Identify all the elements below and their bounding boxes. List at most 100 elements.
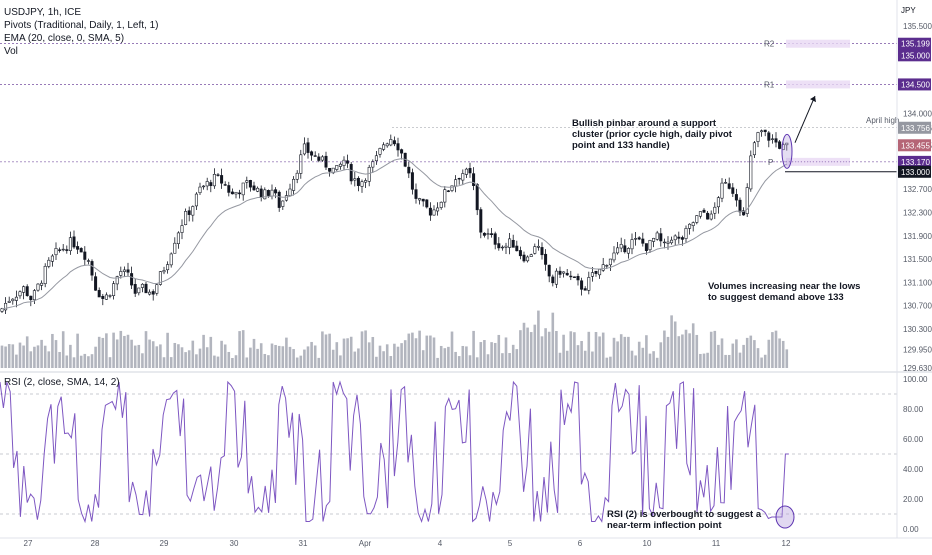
time-tick: 12 [782,539,791,548]
candle-body [461,173,465,181]
candle-body [356,177,360,186]
candle-body [144,283,148,294]
volume-bar [101,337,105,368]
volume-bar [565,350,569,368]
volume-bar [767,339,771,368]
volume-bar [267,355,270,368]
time-tick: Apr [359,539,372,548]
volume-bar [205,347,209,368]
volume-bar [357,348,360,368]
candle-body [439,201,443,208]
volume-bar [40,339,43,368]
candle-body [238,192,242,195]
volume-bar [389,356,393,368]
volume-bar [166,332,169,368]
candle-body [443,189,447,203]
candle-body [140,283,144,288]
volume-bar [259,343,263,368]
price-tag [898,37,931,50]
candle-body [396,143,400,151]
candle-body [148,291,152,295]
candle-body [774,138,778,143]
volume-bar [702,353,706,368]
volume-bar [666,336,670,368]
candle-body [576,276,580,281]
candle-body [605,265,609,267]
candle-body [536,245,540,248]
candle-body [626,248,630,254]
volume-bar [645,335,648,368]
candle-body [4,303,8,311]
volume-bar [396,346,400,368]
rsi-pane[interactable] [0,380,897,524]
candle-body [284,195,288,201]
candle-body [0,308,4,312]
volume-bar [385,344,389,368]
candle-body [493,233,497,245]
volume-bar [180,347,184,368]
candle-body [400,149,404,154]
candle-body [695,215,699,223]
volume-bar [274,344,277,368]
volume-bar [371,336,375,368]
candle-body [598,269,602,276]
volume-bar [133,345,137,368]
candle-body [266,190,270,196]
volume-bar [623,336,627,368]
candle-body [547,264,551,277]
time-tick: 30 [230,539,239,548]
candle-body [317,156,321,161]
candle-body [367,166,371,182]
time-tick: 28 [91,539,100,548]
price-tick: 129.630 [903,364,932,373]
candle-body [94,276,98,291]
volume-bar [627,336,630,368]
candle-body [65,249,69,251]
price-tick: 129.950 [903,345,932,354]
candle-body [688,223,692,229]
candle-body [104,294,108,300]
volume-bar [756,348,760,368]
volume-bar [310,341,313,368]
candle-body [158,271,162,285]
candle-body [130,273,134,286]
price-pane[interactable]: R2 R1 P April high [0,39,899,315]
candle-body [40,282,44,286]
volume-bar [439,345,443,368]
volume-bar [331,349,335,368]
volume-bar [562,334,565,368]
candle-body [612,252,616,261]
volume-bar [130,339,133,368]
volume-bar [216,356,220,368]
price-tick: 132.700 [903,185,932,194]
candle-body [619,244,623,249]
rsi-tick: 20.00 [903,495,924,504]
volume-bar [227,351,231,368]
candle-body [335,165,339,170]
candle-body [641,238,645,244]
volume-bar [47,351,51,368]
price-tag-text: 135.199 [901,40,930,49]
volume-bar [619,334,623,368]
annotations [468,95,850,529]
candle-body [454,179,458,187]
candle-body [580,280,584,290]
volume-bar [159,344,162,368]
volume-bar [123,335,126,368]
price-tag [898,139,931,152]
volume-bar [508,353,511,368]
candle-body [364,180,368,183]
candle-body [677,236,681,239]
candle-body [256,187,260,192]
pinbar-highlight [781,133,793,169]
volume-bar [706,352,709,368]
candle-body [205,181,209,187]
candle-body [752,142,756,156]
volume-bar [414,338,418,368]
volume-bar [411,332,414,368]
volume-bar [256,348,259,368]
candle-body [540,247,544,256]
volume-bar [252,338,256,368]
